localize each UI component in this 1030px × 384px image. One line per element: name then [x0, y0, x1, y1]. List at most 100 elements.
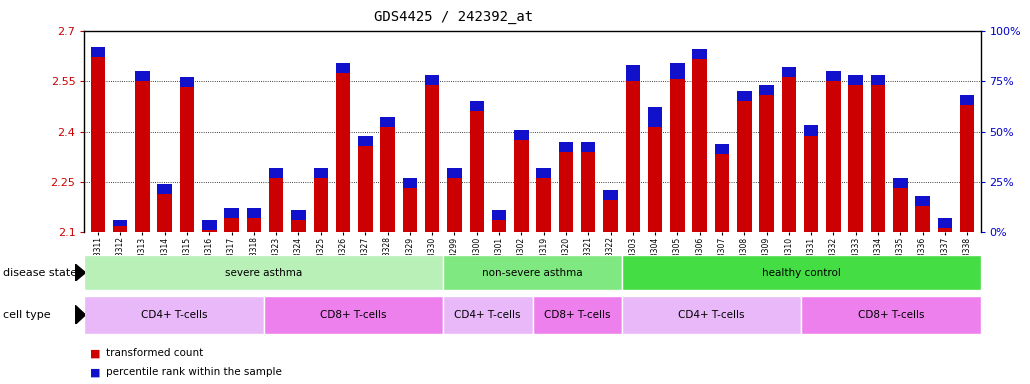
Polygon shape — [75, 264, 85, 281]
Bar — [246, 218, 262, 232]
Bar — [91, 47, 105, 57]
Bar — [537, 168, 551, 178]
Bar — [625, 81, 640, 232]
Bar — [447, 178, 461, 232]
Text: CD4+ T-cells: CD4+ T-cells — [454, 310, 521, 320]
Bar — [313, 168, 328, 178]
Text: disease state: disease state — [3, 268, 77, 278]
Text: CD8+ T-cells: CD8+ T-cells — [320, 310, 386, 320]
Text: percentile rank within the sample: percentile rank within the sample — [106, 367, 282, 377]
Bar — [91, 57, 105, 232]
Bar — [113, 226, 128, 232]
Bar — [648, 127, 662, 232]
Bar — [403, 188, 417, 232]
Bar — [625, 65, 640, 81]
Bar — [849, 85, 863, 232]
Bar — [870, 85, 885, 232]
Polygon shape — [75, 305, 85, 324]
Bar — [447, 168, 461, 178]
Bar — [759, 85, 774, 95]
Bar — [158, 184, 172, 194]
Bar — [336, 73, 350, 232]
Bar — [537, 178, 551, 232]
Text: severe asthma: severe asthma — [225, 268, 303, 278]
Bar — [380, 118, 394, 127]
Bar — [803, 136, 819, 232]
Bar — [533, 296, 622, 334]
Bar — [443, 255, 622, 290]
Bar — [937, 218, 952, 228]
Bar — [225, 208, 239, 218]
Bar — [291, 210, 306, 220]
Bar — [737, 101, 752, 232]
Bar — [269, 168, 283, 178]
Bar — [849, 75, 863, 85]
Bar — [135, 81, 149, 232]
Bar — [692, 49, 707, 59]
Bar — [492, 220, 507, 232]
Bar — [916, 196, 930, 206]
Bar — [916, 206, 930, 232]
Bar — [715, 144, 729, 154]
Bar — [113, 220, 128, 226]
Text: CD4+ T-cells: CD4+ T-cells — [679, 310, 745, 320]
Bar — [313, 178, 328, 232]
Bar — [135, 71, 149, 81]
Text: CD8+ T-cells: CD8+ T-cells — [544, 310, 611, 320]
Text: ■: ■ — [90, 348, 100, 358]
Bar — [581, 142, 595, 152]
Bar — [893, 188, 907, 232]
Bar — [870, 75, 885, 85]
Bar — [84, 255, 443, 290]
Bar — [443, 296, 533, 334]
Bar — [622, 255, 981, 290]
Bar — [514, 129, 528, 139]
Bar — [291, 220, 306, 232]
Bar — [937, 228, 952, 232]
Bar — [648, 107, 662, 127]
Bar — [202, 220, 216, 230]
Bar — [225, 218, 239, 232]
Bar — [202, 230, 216, 232]
Text: GDS4425 / 242392_at: GDS4425 / 242392_at — [374, 10, 533, 23]
Bar — [715, 154, 729, 232]
Bar — [380, 127, 394, 232]
Bar — [960, 95, 974, 105]
Bar — [336, 63, 350, 73]
Bar — [269, 178, 283, 232]
Bar — [782, 67, 796, 77]
Bar — [358, 146, 373, 232]
Text: non-severe asthma: non-severe asthma — [482, 268, 583, 278]
Text: healthy control: healthy control — [762, 268, 840, 278]
Bar — [893, 178, 907, 188]
Text: transformed count: transformed count — [106, 348, 203, 358]
Bar — [558, 142, 573, 152]
Bar — [84, 296, 264, 334]
Bar — [246, 208, 262, 218]
Bar — [671, 79, 685, 232]
Bar — [492, 210, 507, 220]
Bar — [558, 152, 573, 232]
Bar — [425, 75, 440, 85]
Bar — [622, 296, 801, 334]
Bar — [782, 77, 796, 232]
Text: CD8+ T-cells: CD8+ T-cells — [858, 310, 924, 320]
Bar — [581, 152, 595, 232]
Bar — [158, 194, 172, 232]
Bar — [604, 190, 618, 200]
Bar — [759, 95, 774, 232]
Bar — [403, 178, 417, 188]
Bar — [960, 105, 974, 232]
Bar — [470, 111, 484, 232]
Text: CD4+ T-cells: CD4+ T-cells — [141, 310, 207, 320]
Bar — [180, 87, 195, 232]
Bar — [264, 296, 443, 334]
Bar — [692, 59, 707, 232]
Bar — [737, 91, 752, 101]
Bar — [514, 139, 528, 232]
Bar — [826, 81, 840, 232]
Bar — [470, 101, 484, 111]
Text: cell type: cell type — [3, 310, 50, 320]
Bar — [801, 296, 981, 334]
Bar — [425, 85, 440, 232]
